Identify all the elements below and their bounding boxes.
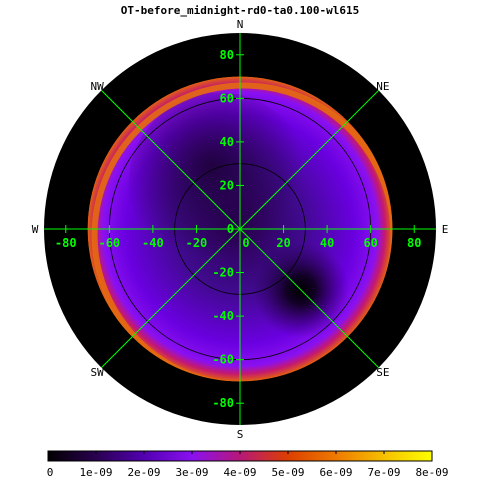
y-tick-label: 40 (220, 135, 234, 149)
y-tick-label: -60 (212, 353, 234, 367)
colorbar-tick-label: 8e-09 (415, 466, 448, 479)
colorbar-tick-label: 6e-09 (319, 466, 352, 479)
colorbar-tick-label: 1e-09 (79, 466, 112, 479)
x-tick-label: 80 (407, 236, 421, 250)
colorbar-tick-label: 5e-09 (271, 466, 304, 479)
x-tick-label: 20 (276, 236, 290, 250)
limb-brightening (91, 82, 393, 382)
compass-label-sw: SW (91, 366, 105, 379)
x-tick-label: 0 (242, 236, 249, 250)
y-tick-label: -80 (212, 396, 234, 410)
x-tick-label: -20 (186, 236, 208, 250)
compass-label-nw: NW (91, 80, 105, 93)
colorbar-tick-label: 0 (47, 466, 54, 479)
dark-center-region (128, 92, 312, 276)
x-tick-label: 40 (320, 236, 334, 250)
colorbar-tick-label: 2e-09 (127, 466, 160, 479)
compass-label-n: N (237, 18, 244, 31)
y-tick-label: 0 (227, 222, 234, 236)
y-tick-label: -40 (212, 309, 234, 323)
x-tick-label: -80 (55, 236, 77, 250)
x-tick-label: -60 (98, 236, 120, 250)
colorbar-tick-label: 3e-09 (175, 466, 208, 479)
compass-label-w: W (32, 223, 39, 236)
chart-title: OT-before_midnight-rd0-ta0.100-wl615 (120, 4, 360, 17)
x-tick-label: 60 (363, 236, 377, 250)
y-tick-label: -20 (212, 266, 234, 280)
x-tick-label: -40 (142, 236, 164, 250)
y-tick-label: 20 (220, 178, 234, 192)
compass-label-ne: NE (376, 80, 389, 93)
compass-label-e: E (442, 223, 449, 236)
y-tick-label: 60 (220, 91, 234, 105)
y-tick-label: 80 (220, 48, 234, 62)
compass-label-se: SE (376, 366, 389, 379)
colorbar-tick-label: 7e-09 (367, 466, 400, 479)
compass-label-s: S (237, 428, 244, 441)
colorbar-tick-label: 4e-09 (223, 466, 256, 479)
